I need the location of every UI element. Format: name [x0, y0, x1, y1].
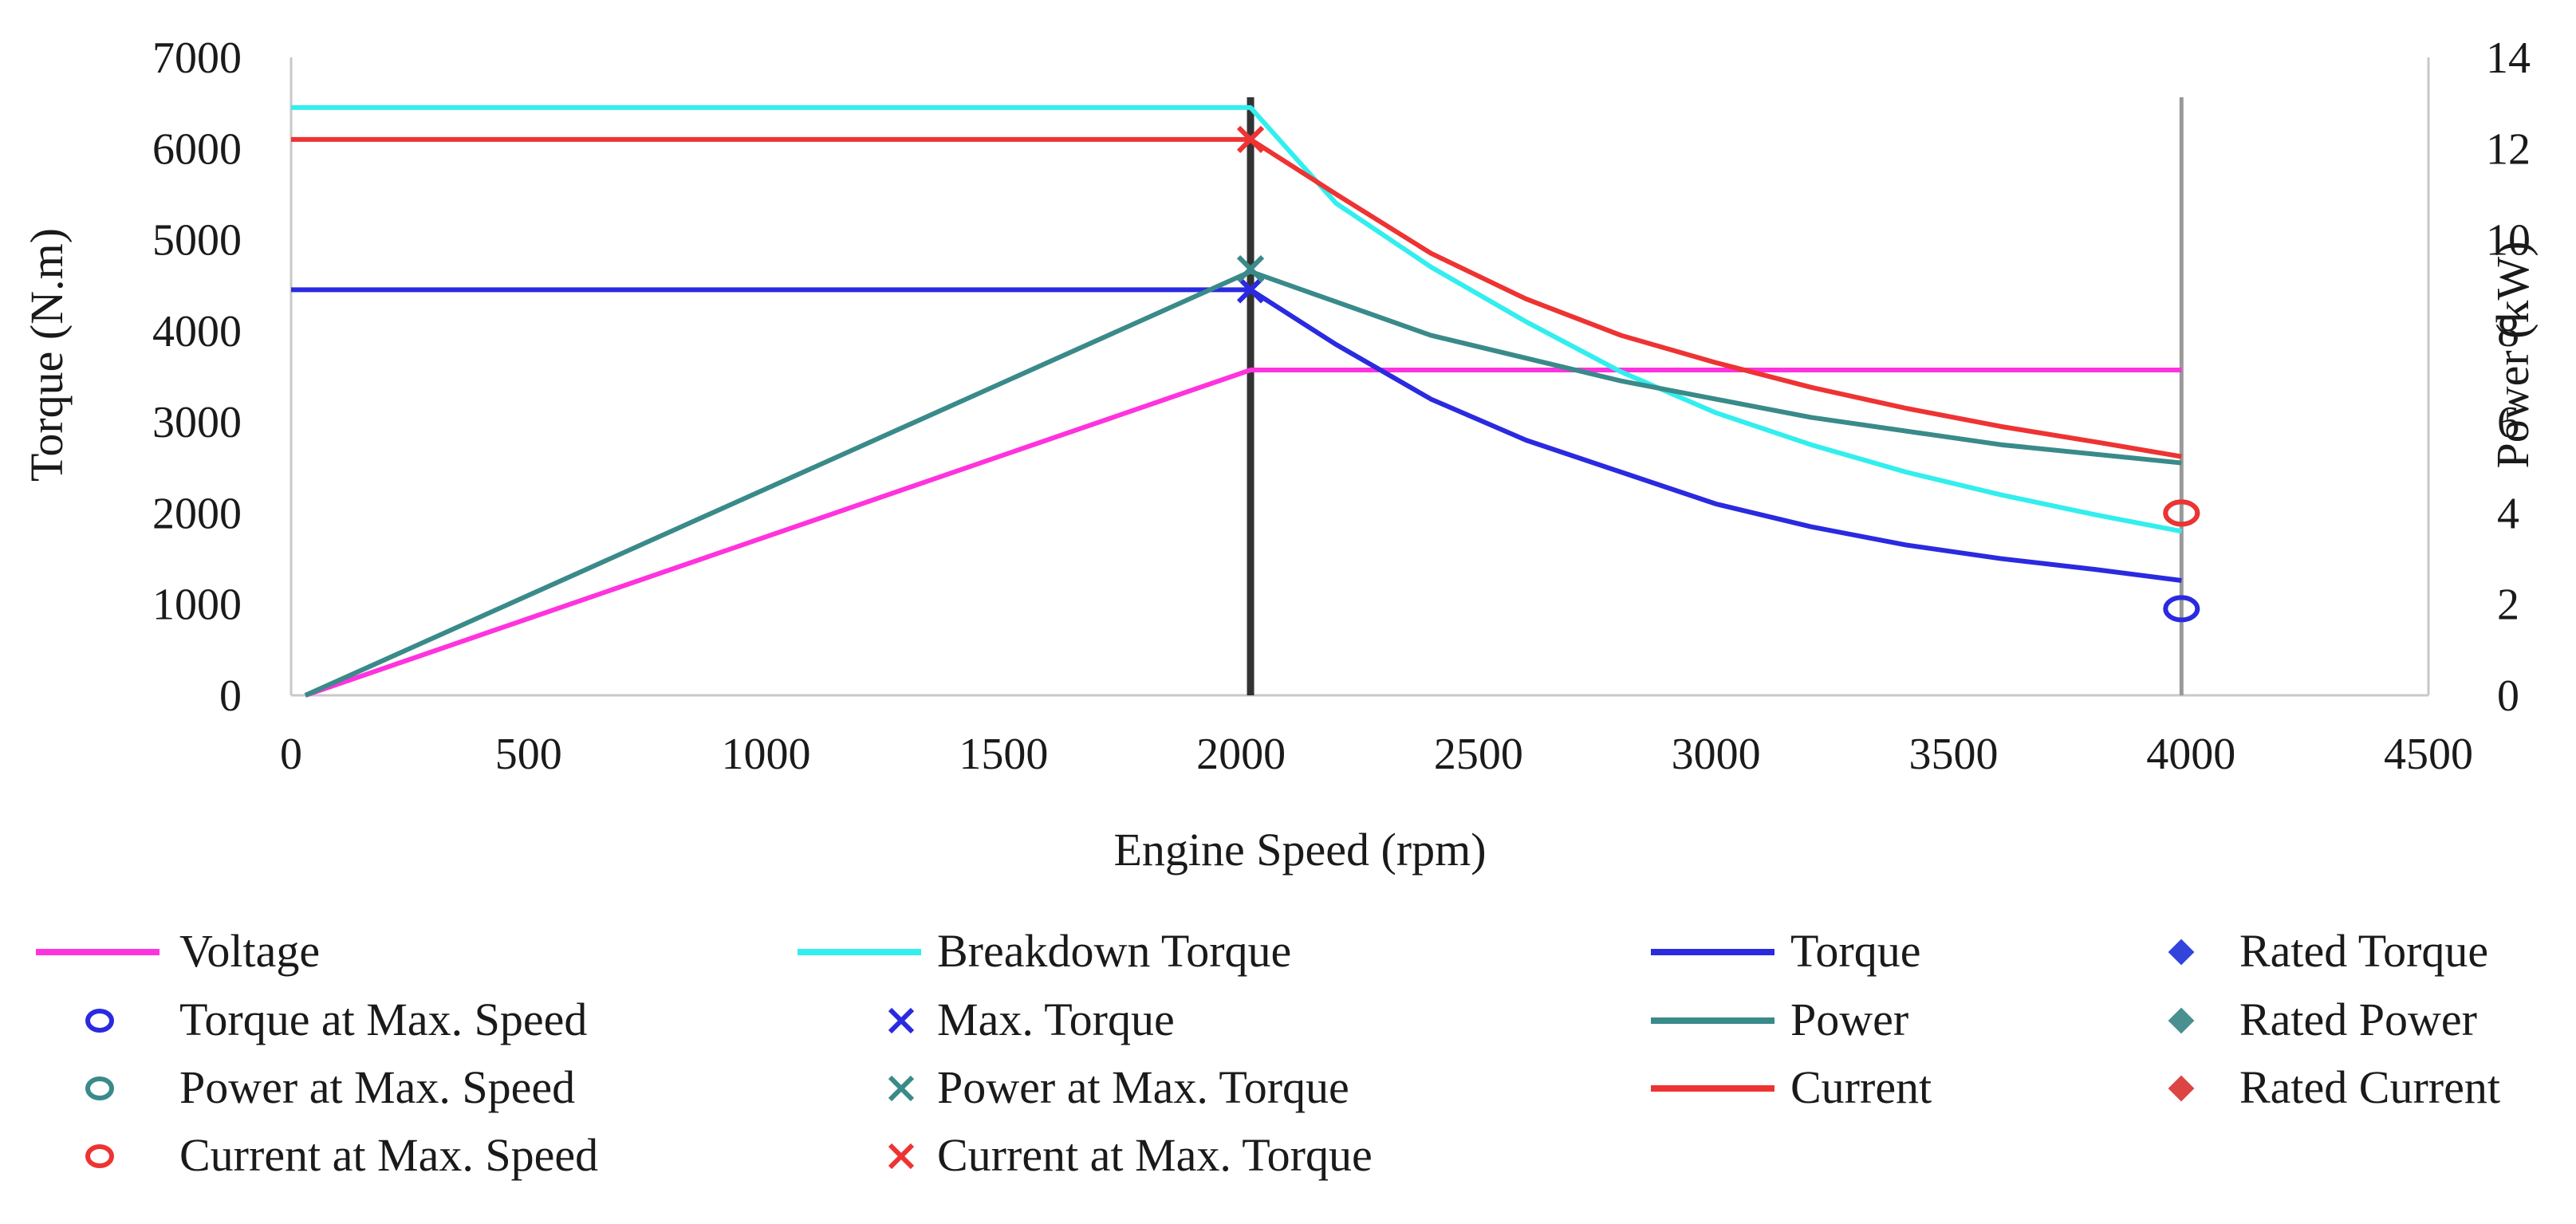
legend-item-current-at-max-torque: Current at Max. Torque [888, 1129, 1373, 1181]
legend-item-voltage: Voltage [36, 925, 320, 977]
legend-item-power-at-max-torque: Power at Max. Torque [888, 1061, 1349, 1113]
legend-item-current: Current [1651, 1061, 1932, 1113]
marker-current-at-max-torque [1236, 125, 1265, 153]
legend-label: Max. Torque [937, 994, 1175, 1045]
legend-swatch-diamond [2168, 939, 2195, 966]
y2-tick-label: 0 [2497, 671, 2519, 721]
series-current [291, 136, 2182, 459]
legend-item-current-at-max-speed: Current at Max. Speed [85, 1129, 598, 1181]
legend-item-rated-torque: Rated Torque [2168, 925, 2488, 977]
legend-item-rated-current: Rated Current [2168, 1061, 2500, 1113]
legend-label: Rated Current [2239, 1061, 2500, 1113]
vertical-reference-lines [1247, 97, 2184, 695]
y2-tick-label: 12 [2486, 124, 2531, 174]
y-tick-label: 1000 [152, 581, 242, 630]
y-tick-label: 7000 [152, 33, 242, 83]
legend-label: Power at Max. Torque [937, 1061, 1349, 1113]
legend-label: Voltage [179, 925, 320, 977]
y2-tick-label: 8 [2497, 307, 2519, 356]
legend-item-torque-at-max-speed: Torque at Max. Speed [85, 994, 587, 1045]
y-tick-label: 4000 [152, 307, 242, 356]
series-voltage [304, 368, 2182, 698]
legend: Voltage Torque at Max. Speed Power at Max.… [36, 925, 2500, 1181]
legend-label: Current [1790, 1061, 1932, 1113]
x-tick-label: 4500 [2384, 730, 2473, 779]
legend-swatch-diamond [2168, 1007, 2195, 1034]
legend-swatch-x [888, 1143, 915, 1170]
series-torque [291, 287, 2182, 583]
y-tick-label: 3000 [152, 398, 242, 447]
y-tick-label: 6000 [152, 124, 242, 174]
x-tick-label: 3000 [1672, 730, 1761, 779]
y-tick-label: 5000 [152, 216, 242, 266]
x-axis-ticks: 0 500 1000 1500 2000 2500 3000 3500 4000 4500 [280, 730, 2473, 779]
data-markers [1236, 125, 2200, 623]
y2-tick-label: 4 [2497, 489, 2519, 538]
x-axis-title: Engine Speed (rpm) [1113, 824, 1486, 876]
legend-label: Breakdown Torque [937, 925, 1291, 977]
x-tick-label: 1500 [959, 730, 1048, 779]
x-tick-label: 4000 [2146, 730, 2235, 779]
legend-label: Power at Max. Speed [179, 1061, 575, 1113]
legend-swatch-circle [85, 1076, 114, 1100]
y2-tick-label: 10 [2486, 216, 2531, 266]
legend-item-power-at-max-speed: Power at Max. Speed [85, 1061, 575, 1113]
x-tick-label: 2000 [1196, 730, 1286, 779]
y2-tick-label: 6 [2497, 398, 2519, 447]
y-tick-label: 0 [219, 671, 242, 721]
y-axis-title: Torque (N.m) [21, 228, 73, 482]
legend-item-power: Power [1651, 994, 1908, 1045]
x-tick-label: 2500 [1434, 730, 1523, 779]
legend-item-breakdown-torque: Breakdown Torque [798, 925, 1291, 977]
y2-tick-label: 2 [2497, 581, 2519, 630]
legend-label: Power [1790, 994, 1908, 1045]
x-tick-label: 3500 [1908, 730, 1998, 779]
legend-swatch-circle [85, 1009, 114, 1033]
x-tick-label: 0 [280, 730, 302, 779]
legend-swatch-x [888, 1007, 915, 1034]
marker-current-at-max-speed [2163, 499, 2200, 527]
y2-axis-title: Power (kW) [2487, 241, 2539, 468]
legend-label: Rated Power [2239, 994, 2477, 1045]
series-breakdown-torque [291, 104, 2182, 534]
marker-max-torque [1236, 276, 1265, 304]
legend-label: Current at Max. Torque [937, 1129, 1373, 1181]
x-tick-label: 500 [495, 730, 562, 779]
legend-label: Torque at Max. Speed [179, 994, 587, 1045]
plot-frame [290, 57, 2430, 697]
legend-item-max-torque: Max. Torque [888, 994, 1175, 1045]
y2-axis-ticks: 0 2 4 6 8 10 12 14 [2486, 33, 2531, 721]
series-power [304, 269, 2182, 698]
y-tick-label: 2000 [152, 489, 242, 538]
legend-swatch-circle [85, 1144, 114, 1168]
y-axis-ticks: 0 1000 2000 3000 4000 5000 6000 7000 [152, 33, 242, 721]
legend-item-rated-power: Rated Power [2168, 994, 2477, 1045]
marker-torque-at-max-speed [2163, 595, 2200, 623]
legend-swatch-diamond [2168, 1075, 2195, 1102]
series-lines [291, 104, 2182, 698]
legend-label: Rated Torque [2239, 925, 2488, 977]
legend-swatch-x [888, 1075, 915, 1102]
legend-label: Current at Max. Speed [179, 1129, 598, 1181]
marker-power-at-max-torque [1236, 255, 1265, 283]
x-tick-label: 1000 [722, 730, 811, 779]
y2-tick-label: 14 [2486, 33, 2531, 83]
legend-label: Torque [1790, 925, 1920, 977]
legend-item-torque: Torque [1651, 925, 1920, 977]
